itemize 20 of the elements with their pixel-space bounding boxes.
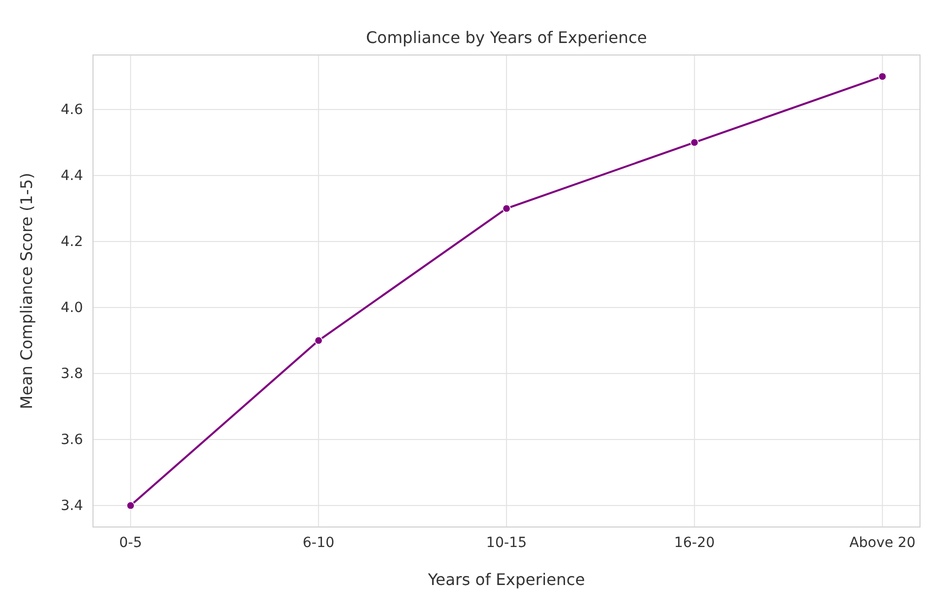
x-axis-title: Years of Experience bbox=[426, 570, 586, 589]
x-tick-label: Above 20 bbox=[849, 534, 916, 551]
y-tick-label: 3.8 bbox=[60, 366, 83, 382]
y-tick-label: 4.0 bbox=[60, 300, 83, 316]
y-tick-label: 3.6 bbox=[60, 432, 84, 448]
y-tick-label: 4.2 bbox=[60, 234, 83, 250]
x-tick-label: 16-20 bbox=[674, 534, 715, 551]
point bbox=[314, 336, 323, 345]
y-tick-label: 4.4 bbox=[60, 168, 84, 184]
y-tick-label: 3.4 bbox=[60, 498, 84, 514]
x-tick-label: 0-5 bbox=[119, 534, 142, 551]
point bbox=[878, 72, 887, 81]
x-tick-label: 10-15 bbox=[486, 534, 527, 551]
x-tick-label: 6-10 bbox=[302, 534, 334, 551]
y-axis-title: Mean Compliance Score (1-5) bbox=[17, 172, 36, 410]
chart-title: Compliance by Years of Experience bbox=[366, 28, 648, 47]
point bbox=[690, 138, 699, 147]
point bbox=[502, 204, 511, 213]
y-tick-label: 4.6 bbox=[60, 102, 84, 118]
point bbox=[126, 501, 135, 510]
